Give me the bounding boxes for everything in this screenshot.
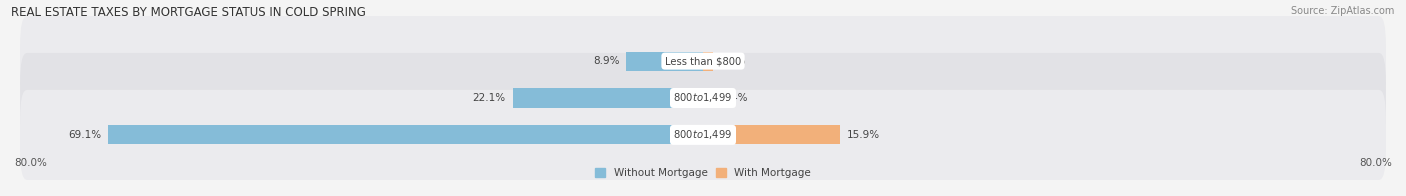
Bar <box>703 125 839 144</box>
Bar <box>626 52 703 71</box>
Text: 15.9%: 15.9% <box>846 130 880 140</box>
Text: REAL ESTATE TAXES BY MORTGAGE STATUS IN COLD SPRING: REAL ESTATE TAXES BY MORTGAGE STATUS IN … <box>11 6 366 19</box>
FancyBboxPatch shape <box>20 53 1386 143</box>
Text: 80.0%: 80.0% <box>14 158 46 168</box>
Text: 22.1%: 22.1% <box>472 93 506 103</box>
Text: 1.4%: 1.4% <box>721 93 748 103</box>
Text: $800 to $1,499: $800 to $1,499 <box>673 128 733 141</box>
FancyBboxPatch shape <box>20 16 1386 106</box>
Legend: Without Mortgage, With Mortgage: Without Mortgage, With Mortgage <box>595 168 811 178</box>
Text: 8.9%: 8.9% <box>593 56 620 66</box>
FancyBboxPatch shape <box>20 90 1386 180</box>
Text: Source: ZipAtlas.com: Source: ZipAtlas.com <box>1291 6 1395 16</box>
Text: $800 to $1,499: $800 to $1,499 <box>673 92 733 104</box>
Bar <box>703 52 713 71</box>
Bar <box>108 125 703 144</box>
Text: 69.1%: 69.1% <box>67 130 101 140</box>
Text: 1.2%: 1.2% <box>720 56 747 66</box>
Text: Less than $800: Less than $800 <box>665 56 741 66</box>
Bar <box>513 88 703 108</box>
Text: 80.0%: 80.0% <box>1360 158 1392 168</box>
Bar <box>703 88 716 108</box>
